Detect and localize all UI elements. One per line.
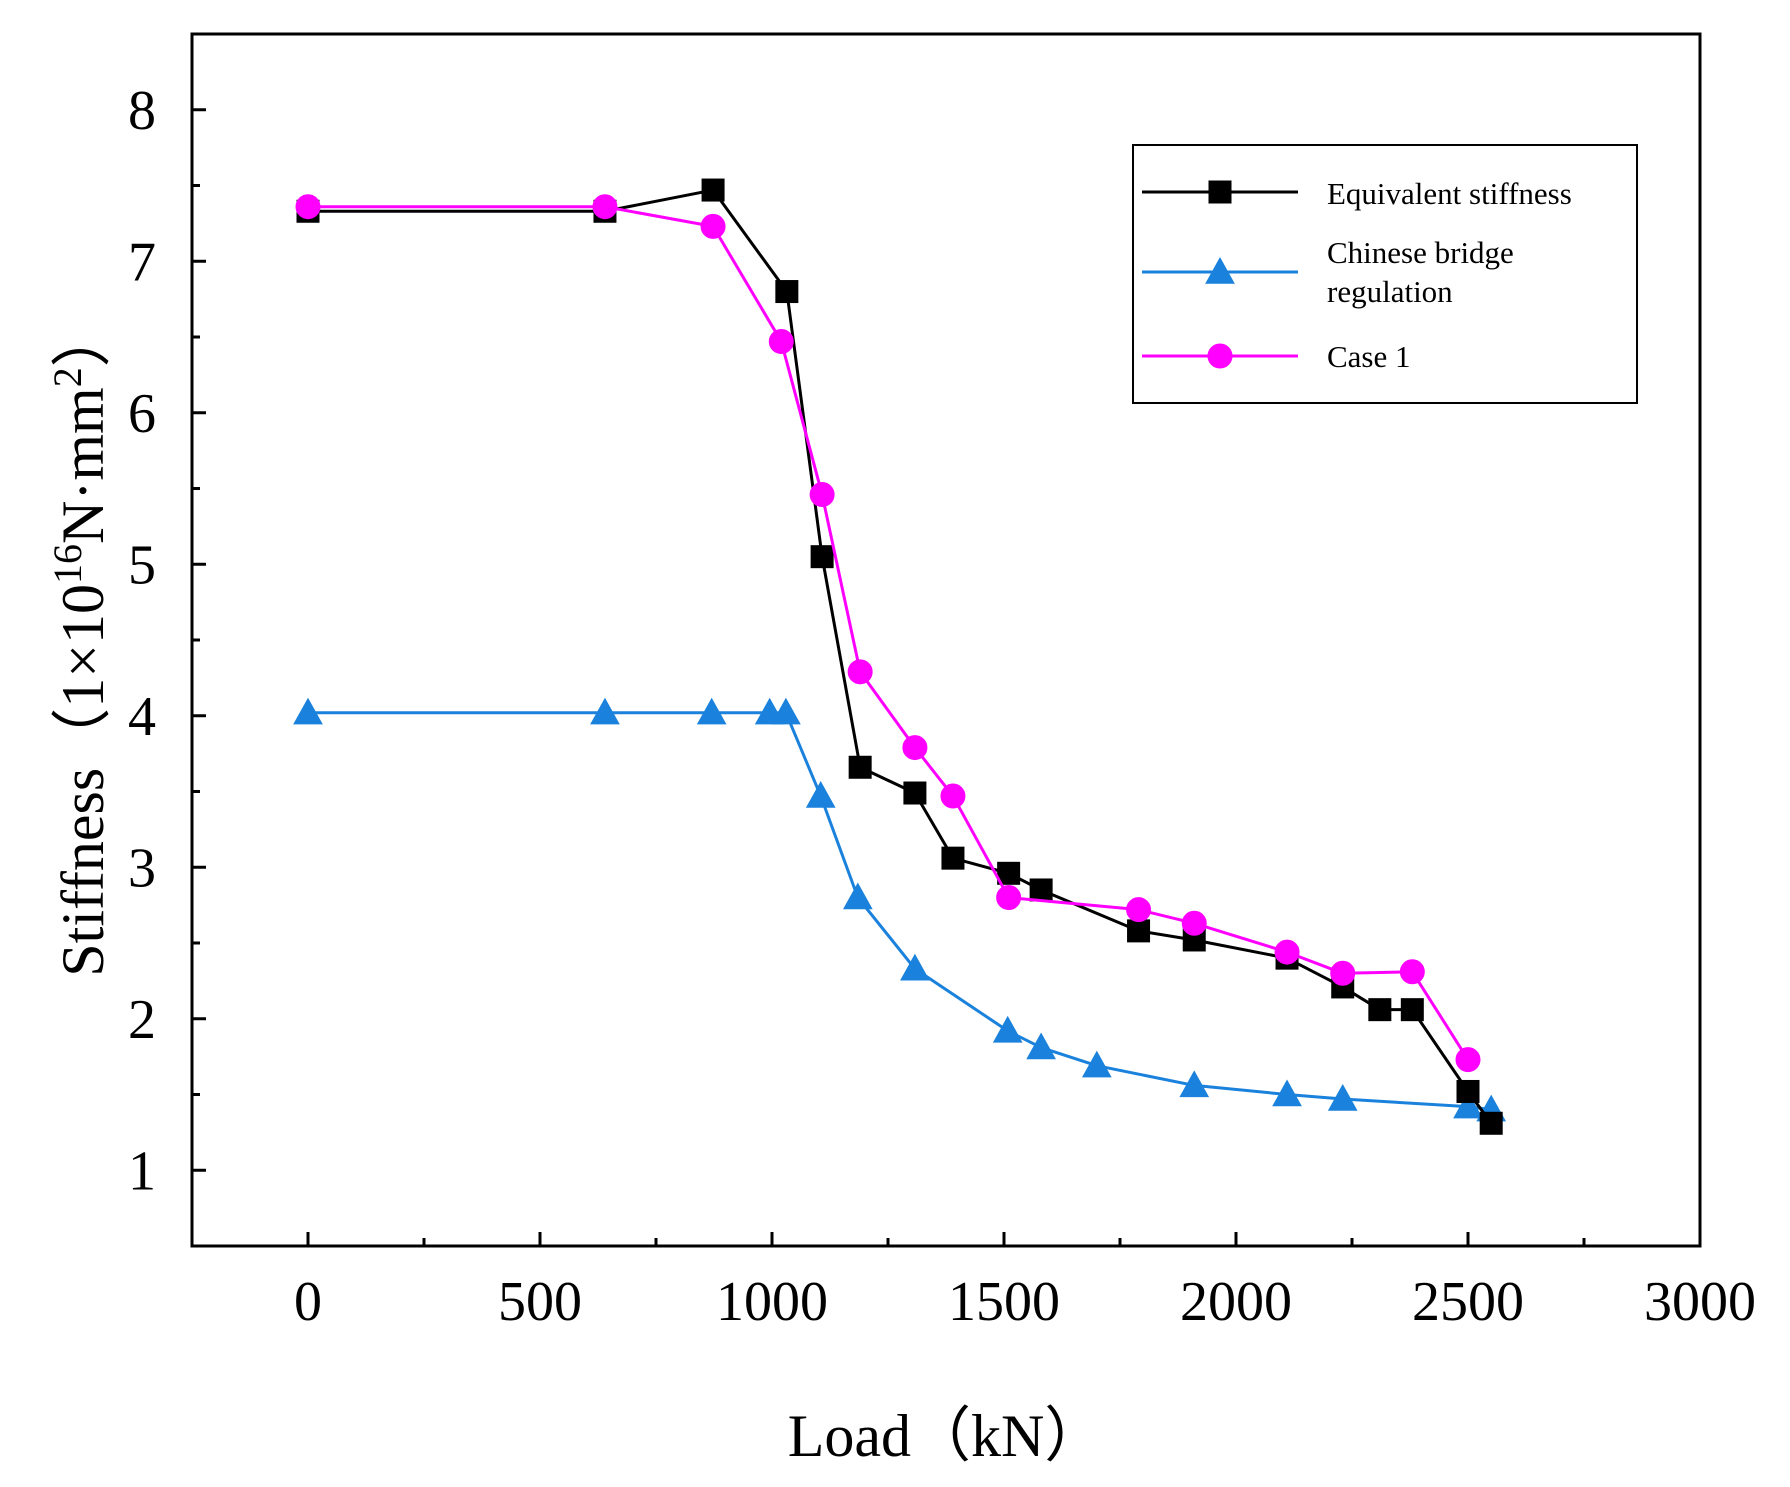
square-marker: [903, 781, 927, 805]
legend-label: regulation: [1327, 274, 1453, 309]
x-tick-label: 1000: [716, 1271, 828, 1333]
triangle-marker: [842, 882, 873, 910]
legend-item: Case 1: [1142, 339, 1411, 374]
circle-marker: [768, 329, 794, 355]
ticks-layer: 0 500 1000 1500 2000 2500 3000 1 2 3 4 5 6 7 8: [128, 80, 1756, 1333]
circle-marker: [996, 885, 1022, 911]
square-marker: [848, 755, 872, 779]
triangle-marker: [1327, 1084, 1358, 1111]
circle-marker: [1126, 897, 1152, 923]
square-marker: [1456, 1079, 1480, 1103]
legend-triangle-marker: [1205, 256, 1235, 284]
circle-marker: [1274, 939, 1300, 965]
legend-label: Equivalent stiffness: [1327, 176, 1572, 211]
triangle-marker: [805, 781, 836, 808]
legend-square-marker: [1208, 180, 1232, 204]
triangle-marker: [1081, 1050, 1112, 1078]
legend-circle-marker: [1207, 343, 1233, 369]
triangle-marker: [1453, 1091, 1483, 1119]
square-marker: [1400, 998, 1424, 1022]
y-tick-label: 3: [128, 837, 156, 899]
y-tick-label: 5: [128, 534, 156, 596]
x-tick-label: 2000: [1180, 1271, 1292, 1333]
triangle-marker: [1026, 1032, 1056, 1060]
legend-label: Chinese bridge: [1327, 235, 1514, 270]
circle-marker: [1181, 910, 1207, 936]
triangle-marker: [696, 697, 727, 725]
y-axis-title: Stiffness（1×1016N·mm2）: [45, 307, 117, 976]
circle-marker: [1399, 959, 1425, 985]
square-marker: [701, 178, 725, 202]
circle-marker: [592, 194, 618, 220]
triangle-marker: [900, 953, 930, 981]
y-tick-label: 8: [128, 80, 156, 142]
y-tick-label: 7: [128, 231, 156, 293]
triangle-marker: [992, 1015, 1023, 1043]
legend-label: Case 1: [1327, 339, 1411, 374]
circle-marker: [809, 482, 835, 508]
axis-titles: Load（kN） Stiffness（1×1016N·mm2）: [45, 307, 1105, 1469]
triangle-marker: [293, 697, 323, 725]
circle-marker: [700, 213, 726, 239]
series-layer: [293, 178, 1507, 1135]
square-marker: [997, 861, 1021, 885]
square-marker: [941, 846, 965, 870]
x-axis-title: Load（kN）: [788, 1403, 1105, 1469]
x-tick-label: 1500: [948, 1271, 1060, 1333]
triangle-marker: [590, 697, 620, 725]
triangle-marker: [1272, 1079, 1302, 1107]
square-marker: [1368, 998, 1392, 1022]
circle-marker: [847, 659, 873, 685]
square-marker: [1127, 919, 1151, 943]
legend-item: Chinese bridge regulation: [1142, 235, 1514, 309]
y-tick-label: 1: [128, 1140, 156, 1202]
triangle-marker: [1179, 1070, 1210, 1098]
legend-item: Equivalent stiffness: [1142, 176, 1572, 211]
x-tick-label: 0: [294, 1271, 322, 1333]
series-2: [295, 194, 1481, 1073]
legend: Equivalent stiffness Chinese bridge regula…: [1132, 144, 1638, 404]
y-tick-label: 4: [128, 686, 156, 748]
square-marker: [1479, 1111, 1503, 1135]
circle-marker: [295, 194, 321, 220]
series-line: [308, 711, 1492, 1112]
circle-marker: [902, 735, 928, 761]
square-marker: [1029, 878, 1053, 902]
circle-marker: [1330, 960, 1356, 986]
x-tick-label: 500: [498, 1271, 582, 1333]
square-marker: [810, 545, 834, 569]
y-tick-label: 2: [128, 989, 156, 1051]
x-tick-label: 2500: [1412, 1271, 1524, 1333]
x-tick-label: 3000: [1644, 1271, 1756, 1333]
circle-marker: [1455, 1047, 1481, 1073]
triangle-marker: [771, 697, 801, 725]
square-marker: [775, 280, 799, 304]
y-tick-label: 6: [128, 383, 156, 445]
circle-marker: [940, 783, 966, 809]
